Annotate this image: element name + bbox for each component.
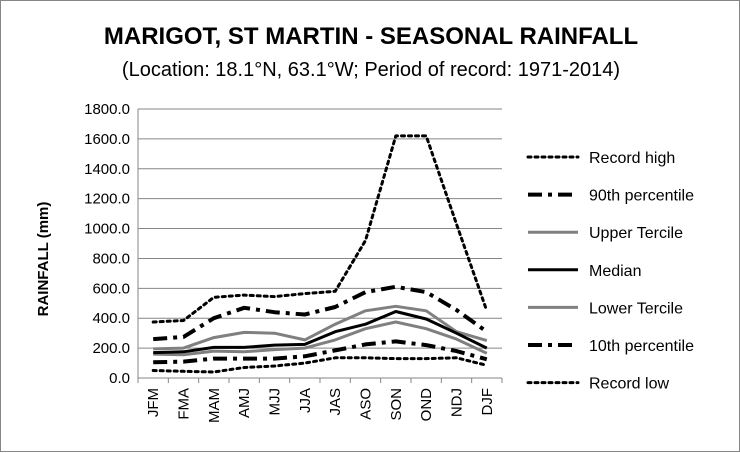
legend-entry: 90th percentile bbox=[589, 188, 694, 205]
legend-entry: 10th percentile bbox=[589, 338, 694, 355]
x-tick-label: OND bbox=[418, 388, 435, 422]
y-axis-label: RAINFALL (mm) bbox=[35, 202, 52, 317]
x-tick-label: MJJ bbox=[267, 388, 284, 416]
legend-entry: Median bbox=[589, 263, 641, 280]
y-tick-label: 400.0 bbox=[92, 310, 130, 327]
x-tick-label: DJF bbox=[479, 388, 496, 416]
y-tick-label: 1800.0 bbox=[84, 101, 130, 118]
y-tick-label: 800.0 bbox=[92, 250, 130, 267]
series-lines bbox=[153, 136, 487, 372]
axes: 0.0 200.0 400.0 600.0 800.0 1000.0 1200.0 1400.… bbox=[84, 101, 502, 423]
y-tick-label: 1400.0 bbox=[84, 161, 130, 178]
x-tick-label: JJA bbox=[297, 388, 314, 413]
legend-entry: Record high bbox=[589, 150, 675, 167]
y-tick-label: 200.0 bbox=[92, 340, 130, 357]
y-tick-label: 1600.0 bbox=[84, 131, 130, 148]
y-tick-label: 1000.0 bbox=[84, 221, 130, 238]
y-tick-label: 600.0 bbox=[92, 280, 130, 297]
legend: Record high 90th percentile Upper Tercile M… bbox=[528, 150, 694, 393]
x-tick-label: SON bbox=[388, 388, 405, 421]
legend-entry: Lower Tercile bbox=[589, 300, 683, 317]
legend-entry: Record low bbox=[589, 376, 669, 393]
legend-entry: Upper Tercile bbox=[589, 225, 683, 242]
y-tick-label: 0.0 bbox=[109, 370, 130, 387]
x-tick-label: MAM bbox=[206, 388, 223, 423]
x-tick-label: JFM bbox=[145, 388, 162, 417]
x-tick-label: JAS bbox=[327, 388, 344, 416]
y-tick-label: 1200.0 bbox=[84, 191, 130, 208]
x-tick-label: ASO bbox=[358, 388, 375, 420]
x-tick-label: NDJ bbox=[449, 388, 466, 417]
x-tick-label: AMJ bbox=[236, 388, 253, 418]
x-tick-label: FMA bbox=[176, 388, 193, 420]
